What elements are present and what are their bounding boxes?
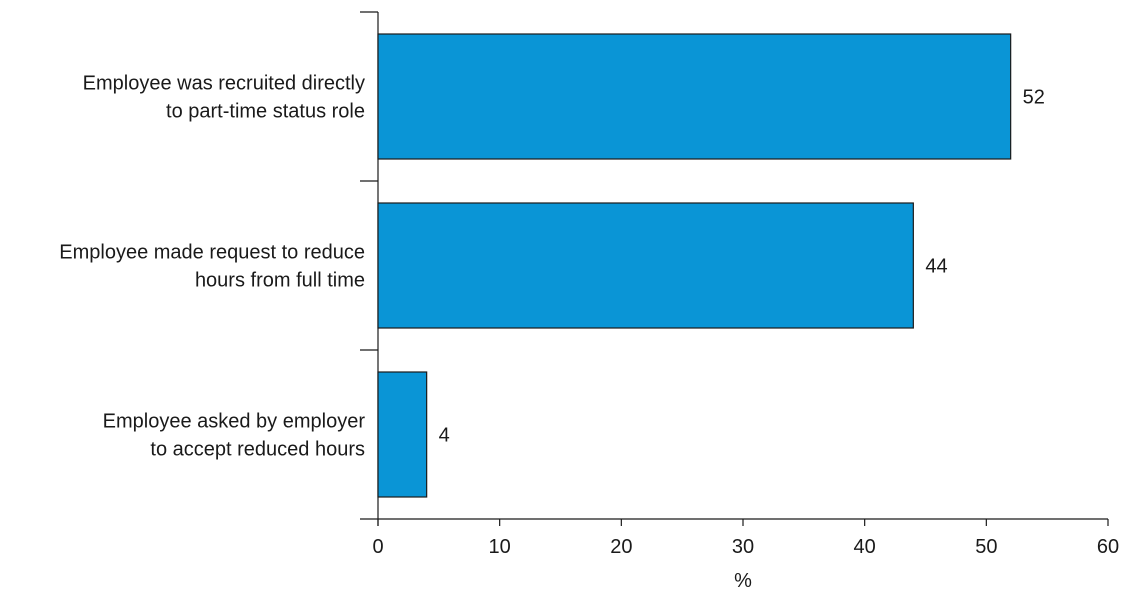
category-label: Employee asked by employer to accept redu… — [103, 411, 366, 461]
x-axis-ticks: 0 10 20 30 40 50 60 — [372, 519, 1119, 558]
category-label: Employee made request to reduce hours fro… — [59, 242, 365, 292]
category-labels: Employee was recruited directly to part-t… — [59, 73, 365, 461]
bars — [377, 33, 1012, 498]
x-tick-label: 20 — [610, 536, 632, 558]
x-axis-title: % — [734, 570, 752, 591]
category-label-line: Employee made request to reduce — [59, 242, 365, 264]
category-label-line: to part-time status role — [166, 101, 365, 123]
data-label: 4 — [439, 425, 450, 447]
category-label-line: Employee asked by employer — [103, 411, 366, 433]
data-label: 44 — [925, 256, 947, 278]
category-label-line: to accept reduced hours — [150, 439, 365, 461]
data-label: 52 — [1023, 87, 1045, 109]
category-label: Employee was recruited directly to part-t… — [83, 73, 365, 123]
x-tick-label: 30 — [732, 536, 754, 558]
bar — [377, 33, 1012, 160]
x-tick-label: 10 — [489, 536, 511, 558]
x-tick-label: 40 — [854, 536, 876, 558]
x-tick-label: 0 — [372, 536, 383, 558]
x-tick-label: 50 — [975, 536, 997, 558]
x-tick-label: 60 — [1097, 536, 1119, 558]
bar — [377, 371, 428, 498]
category-label-line: Employee was recruited directly — [83, 73, 365, 95]
bar — [377, 202, 914, 329]
category-label-line: hours from full time — [195, 270, 365, 292]
